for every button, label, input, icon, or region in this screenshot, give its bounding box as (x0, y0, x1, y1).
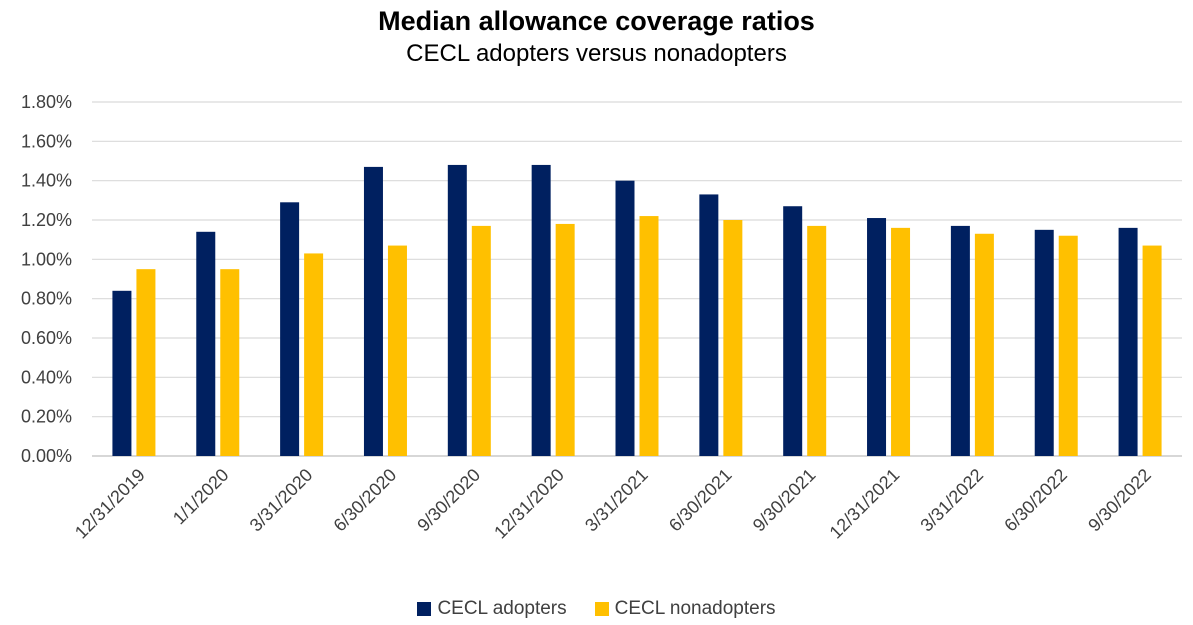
bars (112, 164, 1162, 456)
x-tick-label: 6/30/2021 (665, 465, 736, 536)
bar-nonadopters (387, 245, 407, 456)
y-tick-label: 0.20% (21, 407, 72, 427)
bar-nonadopters (136, 269, 156, 456)
x-tick-label: 3/31/2021 (581, 465, 652, 536)
x-tick-label: 12/31/2019 (71, 465, 149, 543)
legend-swatch-adopters (417, 602, 432, 616)
y-tick-label: 1.20% (21, 210, 72, 230)
legend-label-adopters: CECL adopters (437, 598, 567, 619)
bar-adopters (1034, 229, 1054, 456)
x-tick-label: 9/30/2020 (413, 465, 484, 536)
x-axis-ticks: 12/31/2019 1/1/2020 3/31/2020 6/30/2020 9/30… (71, 465, 1155, 543)
x-tick-label: 3/31/2020 (246, 465, 317, 536)
bar-nonadopters (1058, 235, 1078, 456)
bar-nonadopters (1142, 245, 1162, 456)
gridlines (92, 101, 1182, 457)
x-tick-label: 12/31/2021 (826, 465, 904, 543)
bar-adopters (1118, 227, 1138, 456)
chart-subtitle: CECL adopters versus nonadopters (406, 40, 787, 67)
y-tick-label: 1.00% (21, 249, 72, 269)
bar-nonadopters (471, 225, 491, 456)
x-tick-label: 3/31/2022 (916, 465, 987, 536)
legend-swatch-nonadopters (594, 602, 609, 616)
x-tick-label: 6/30/2020 (330, 465, 401, 536)
bar-adopters (447, 164, 467, 456)
y-tick-label: 1.60% (21, 131, 72, 151)
y-tick-label: 0.60% (21, 328, 72, 348)
legend-item-nonadopters: CECL nonadopters (594, 598, 776, 620)
legend-label-nonadopters: CECL nonadopters (614, 598, 776, 619)
bar-nonadopters (723, 220, 743, 456)
x-tick-label: 6/30/2022 (1000, 465, 1071, 536)
x-tick-label: 1/1/2020 (169, 465, 233, 529)
bar-nonadopters (639, 216, 659, 456)
bar-adopters (783, 206, 803, 456)
bar-adopters (615, 180, 635, 456)
y-tick-label: 1.80% (21, 92, 72, 112)
bar-adopters (363, 166, 383, 456)
bar-adopters (867, 218, 887, 456)
bar-adopters (196, 231, 216, 456)
bar-adopters (950, 225, 970, 456)
x-tick-label: 12/31/2020 (490, 465, 568, 543)
bar-nonadopters (555, 223, 575, 456)
x-tick-label: 9/30/2021 (749, 465, 820, 536)
bar-nonadopters (304, 253, 324, 456)
bar-adopters (699, 194, 719, 456)
bar-adopters (112, 290, 132, 456)
bar-nonadopters (220, 269, 240, 456)
bar-adopters (280, 202, 300, 456)
bar-nonadopters (974, 233, 994, 456)
y-axis-ticks: 0.00% 0.20% 0.40% 0.60% 0.80% 1.00% 1.20% 1.40%… (21, 92, 72, 466)
legend-item-adopters: CECL adopters (417, 598, 567, 620)
bar-adopters (531, 164, 551, 456)
y-tick-label: 0.40% (21, 367, 72, 387)
y-tick-label: 0.00% (21, 446, 72, 466)
chart-title: Median allowance coverage ratios (378, 6, 815, 36)
x-tick-label: 9/30/2022 (1084, 465, 1155, 536)
bar-nonadopters (807, 225, 827, 456)
y-tick-label: 1.40% (21, 171, 72, 191)
y-tick-label: 0.80% (21, 289, 72, 309)
legend: CECL adopters CECL nonadopters (0, 598, 1193, 620)
bar-nonadopters (891, 227, 911, 456)
